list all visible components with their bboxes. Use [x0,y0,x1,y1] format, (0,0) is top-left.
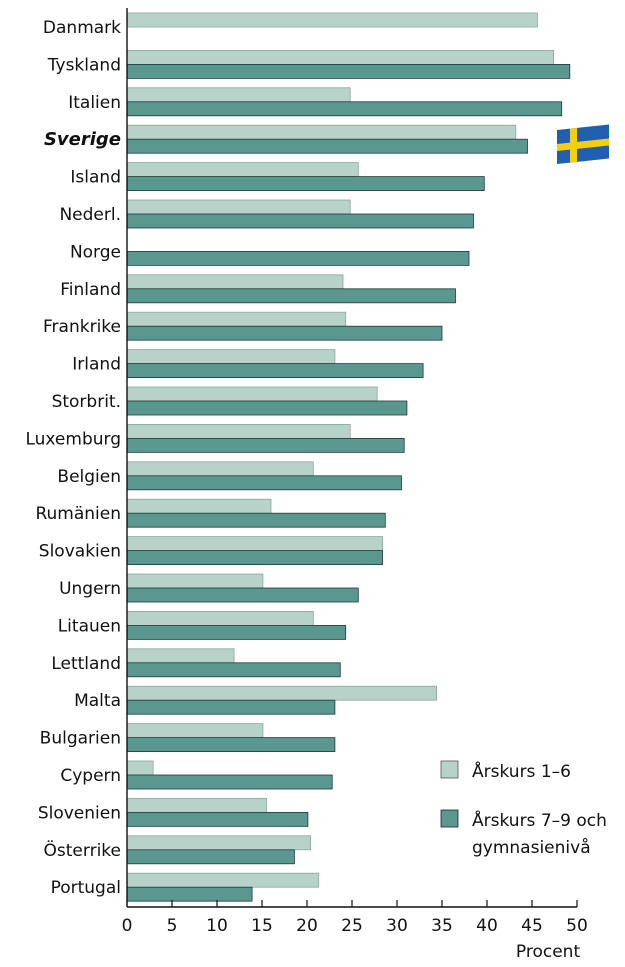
x-tick-label: 10 [206,916,228,936]
category-label: Malta [74,691,121,711]
x-tick-label: 40 [476,916,498,936]
bar-frankrike-series-2 [127,326,442,340]
bar-portugal-series-1 [127,873,319,887]
bar-österrike-series-1 [127,836,311,850]
x-tick-label: 30 [386,916,408,936]
bar-finland-series-2 [127,289,456,303]
bar-malta-series-2 [127,700,335,714]
category-label: Irland [72,355,121,375]
bar-nederl-series-1 [127,200,350,214]
legend-label-series-1: Årskurs 1–6 [472,760,571,782]
bar-ungern-series-1 [127,574,263,588]
x-tick-label: 35 [431,916,453,936]
bar-tyskland-series-1 [127,50,554,64]
bar-lettland-series-2 [127,663,340,677]
bar-belgien-series-1 [127,462,313,476]
x-tick-label: 20 [296,916,318,936]
category-label: Slovenien [38,803,121,823]
category-label: Ungern [59,579,121,599]
bar-rumänien-series-2 [127,513,385,527]
category-label: Lettland [51,654,121,674]
bar-lettland-series-1 [127,649,234,663]
x-tick-label: 5 [167,916,178,936]
category-labels: Danmark Tyskland Italien Sverige Island Neder… [25,18,121,898]
category-label: Tyskland [47,55,121,75]
category-label: Storbrit. [52,392,121,412]
bar-malta-series-1 [127,686,437,700]
bar-sverige-series-1 [127,125,516,139]
bar-litauen-series-2 [127,625,346,639]
category-label: Italien [68,93,121,113]
category-label: Slovakien [39,542,121,562]
bar-cypern-series-2 [127,775,332,789]
bar-irland-series-1 [127,350,335,364]
bar-slovakien-series-1 [127,537,383,551]
x-tick-label: 45 [521,916,543,936]
legend-label-series-2-line1: Årskurs 7–9 och [472,809,607,831]
category-label: Luxemburg [25,429,121,449]
bar-finland-series-1 [127,275,343,289]
x-tick-label: 0 [122,916,133,936]
category-label: Island [70,168,121,188]
x-tick-label: 15 [251,916,273,936]
bar-slovenien-series-2 [127,812,308,826]
bar-sverige-series-2 [127,139,528,153]
swedish-flag-icon [557,125,609,164]
bar-österrike-series-2 [127,850,294,864]
bar-frankrike-series-1 [127,312,346,326]
bar-litauen-series-1 [127,611,313,625]
bar-storbrit-series-1 [127,387,377,401]
category-label: Frankrike [43,317,121,337]
bar-nederl-series-2 [127,214,474,228]
category-label: Portugal [51,878,121,898]
bar-rumänien-series-1 [127,499,271,513]
bar-belgien-series-2 [127,476,402,490]
bar-island-series-2 [127,177,484,191]
bar-ungern-series-2 [127,588,358,602]
category-label: Danmark [43,18,121,38]
bar-portugal-series-2 [127,887,252,901]
legend-swatch-series-1 [441,761,458,778]
bar-norge-series-2 [127,251,469,265]
category-label: Cypern [60,766,121,786]
x-axis-title: Procent [516,942,581,962]
bar-irland-series-2 [127,364,423,378]
bar-slovakien-series-2 [127,551,383,565]
x-tick-label: 50 [566,916,588,936]
bar-bulgarien-series-1 [127,724,263,738]
bar-cypern-series-1 [127,761,153,775]
bar-island-series-1 [127,163,358,177]
category-label: Nederl. [59,205,121,225]
legend-label-series-2-line2: gymnasienivå [472,837,591,858]
bar-italien-series-1 [127,88,350,102]
bar-danmark-series-1 [127,13,537,27]
legend-swatch-series-2 [441,810,458,827]
bar-slovenien-series-1 [127,798,267,812]
bar-storbrit-series-2 [127,401,407,415]
bar-luxemburg-series-2 [127,438,404,452]
category-label: Norge [70,242,121,262]
category-label: Finland [60,280,121,300]
bar-bulgarien-series-2 [127,738,335,752]
bar-luxemburg-series-1 [127,424,350,438]
category-label: Belgien [57,467,121,487]
x-tick-label: 25 [341,916,363,936]
category-label: Österrike [44,839,121,861]
legend: Årskurs 1–6 Årskurs 7–9 och gymnasienivå [441,760,607,858]
category-label: Bulgarien [40,729,121,749]
bar-tyskland-series-2 [127,64,570,78]
category-label: Sverige [44,129,121,150]
bar-italien-series-2 [127,102,562,116]
category-label: Rumänien [35,504,121,524]
category-label: Litauen [58,616,121,636]
